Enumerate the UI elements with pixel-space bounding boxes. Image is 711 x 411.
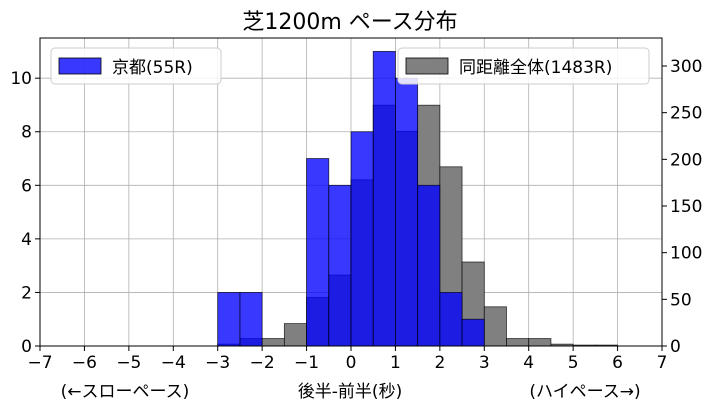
x-tick-label-5: −2 (250, 353, 275, 373)
y-left-tick-label-3: 6 (21, 176, 32, 196)
x-tick-label-8: 1 (390, 353, 401, 373)
legend-kyoto-swatch (58, 57, 102, 75)
x-tick-label-6: −1 (294, 353, 319, 373)
x-tick-label-11: 4 (523, 353, 534, 373)
legend-overall-label: 同距離全体(1483R) (459, 58, 612, 78)
kyoto-bar-3 (328, 184, 352, 347)
kyoto-bar-6 (395, 77, 419, 347)
y-right-tick-label-1: 50 (670, 290, 692, 310)
overall-bar-13 (506, 338, 530, 347)
y-right-tick-label-2: 100 (670, 244, 702, 264)
y-left-tick-label-1: 2 (21, 283, 32, 303)
kyoto-bar-0 (217, 292, 241, 347)
overall-bar-12 (483, 306, 507, 347)
legend-overall-swatch (405, 57, 449, 75)
x-tick-label-9: 2 (434, 353, 445, 373)
y-right-tick-label-0: 0 (670, 337, 681, 357)
kyoto-bar-9 (461, 318, 485, 347)
y-left-tick-label-4: 8 (21, 123, 32, 143)
legend-overall: 同距離全体(1483R) (397, 47, 650, 85)
y-left-tick-label-0: 0 (21, 337, 32, 357)
x-tick-label-4: −3 (205, 353, 230, 373)
x-tick-label-7: 0 (346, 353, 357, 373)
kyoto-bar-5 (372, 50, 396, 347)
overall-bar-2 (261, 338, 285, 347)
y-right-tick-label-3: 150 (670, 197, 702, 217)
y-left-tick-label-2: 4 (21, 230, 32, 250)
x-tick-label-3: −4 (161, 353, 186, 373)
bars-kyoto (217, 50, 485, 347)
x-tick-label-14: 7 (657, 353, 668, 373)
x-tick-label-1: −6 (72, 353, 97, 373)
y-right-tick-label-6: 300 (670, 57, 702, 77)
y-axis-right-ticks: 0 50 100 150 200 250 300 (662, 57, 702, 357)
x-axis-label-high: (ハイペース→) (529, 382, 640, 402)
x-axis-label: 後半-前半(秒) (298, 382, 402, 402)
chart-title: 芝1200m ペース分布 (242, 10, 457, 35)
legend-kyoto-label: 京都(55R) (112, 58, 193, 78)
legend-kyoto: 京都(55R) (50, 47, 222, 85)
x-tick-label-12: 5 (568, 353, 579, 373)
x-tick-label-13: 6 (612, 353, 623, 373)
y-axis-left-ticks: 0 2 4 6 8 10 (10, 69, 40, 357)
x-tick-label-0: −7 (27, 353, 52, 373)
x-axis-label-slow: (←スローペース) (61, 382, 190, 402)
overall-bar-14 (528, 338, 552, 347)
y-right-tick-label-4: 200 (670, 150, 702, 170)
y-right-tick-label-5: 250 (670, 104, 702, 124)
x-axis-ticks: −7 −6 −5 −4 −3 −2 −1 0 1 2 3 4 5 6 7 (27, 346, 667, 373)
kyoto-bar-2 (306, 158, 330, 347)
y-left-tick-label-5: 10 (10, 69, 32, 89)
x-tick-label-2: −5 (116, 353, 141, 373)
kyoto-bar-4 (350, 131, 374, 347)
kyoto-bar-7 (417, 184, 441, 347)
overall-bar-3 (283, 323, 307, 347)
kyoto-bar-8 (439, 292, 463, 347)
x-tick-label-10: 3 (479, 353, 490, 373)
kyoto-bar-1 (239, 292, 263, 347)
